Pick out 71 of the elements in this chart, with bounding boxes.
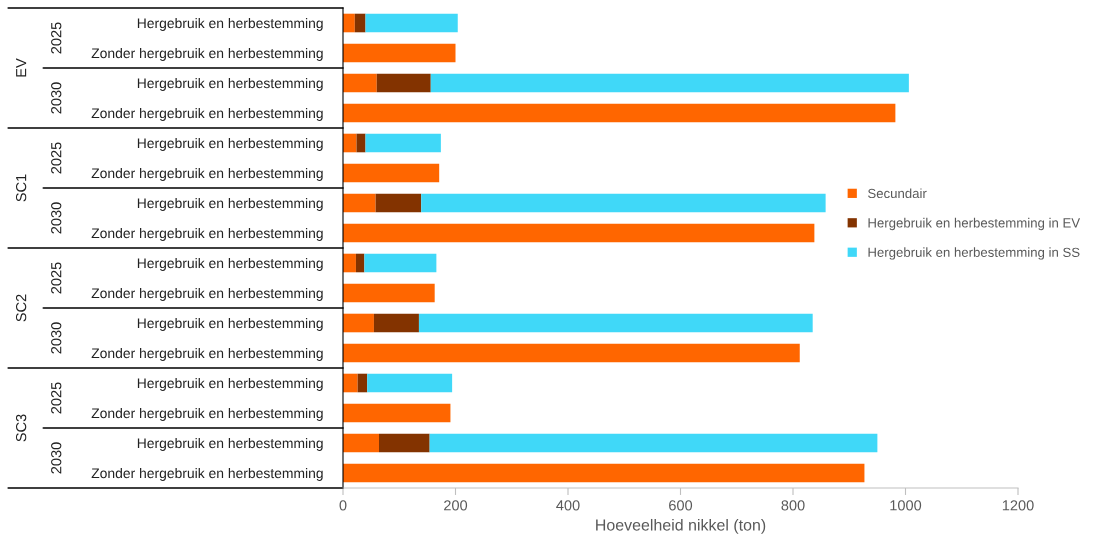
bar bbox=[343, 283, 435, 303]
y-tick-label: Hergebruik en herbestemming bbox=[137, 137, 323, 151]
bar bbox=[343, 373, 358, 393]
bar bbox=[343, 253, 356, 273]
legend-label: Hergebruik en herbestemming in EV bbox=[868, 217, 1081, 231]
bar bbox=[418, 313, 813, 333]
bar bbox=[373, 313, 419, 333]
x-tick-label: 1000 bbox=[890, 500, 922, 511]
bar bbox=[343, 433, 379, 453]
bar bbox=[343, 343, 800, 363]
bar bbox=[356, 133, 366, 153]
y-tick-label: Zonder hergebruik en herbestemming bbox=[91, 47, 323, 61]
bar bbox=[430, 73, 909, 93]
bar bbox=[343, 223, 815, 243]
bar bbox=[343, 313, 374, 333]
text: 2030 bbox=[51, 442, 62, 474]
bar bbox=[376, 73, 431, 93]
bar bbox=[429, 433, 878, 453]
bar bbox=[379, 433, 430, 453]
text: 2025 bbox=[51, 22, 62, 54]
y-tick-label: Zonder hergebruik en herbestemming bbox=[91, 287, 323, 301]
bar bbox=[365, 13, 458, 33]
text: SC1 bbox=[15, 174, 27, 202]
text: 2030 bbox=[51, 322, 62, 354]
bar bbox=[343, 463, 865, 483]
bar bbox=[364, 253, 437, 273]
x-tick-label: 400 bbox=[556, 500, 580, 511]
x-tick-label: 0 bbox=[339, 500, 347, 511]
bar bbox=[354, 13, 366, 33]
bar bbox=[357, 373, 368, 393]
bar bbox=[343, 403, 451, 423]
y-tick-label: Zonder hergebruik en herbestemming bbox=[91, 227, 323, 241]
bar bbox=[355, 253, 365, 273]
text: 2025 bbox=[51, 142, 62, 174]
y-tick-label: Hergebruik en herbestemming bbox=[137, 77, 323, 91]
y-tick-label: Zonder hergebruik en herbestemming bbox=[91, 467, 323, 481]
bar bbox=[375, 193, 422, 213]
text: SC3 bbox=[15, 414, 27, 442]
y-tick-label: Zonder hergebruik en herbestemming bbox=[91, 167, 323, 181]
bar bbox=[343, 43, 456, 63]
x-tick-label: 1200 bbox=[1002, 500, 1034, 511]
y-tick-label: Zonder hergebruik en herbestemming bbox=[91, 347, 323, 361]
x-axis-title: Hoeveelheid nikkel (ton) bbox=[596, 518, 766, 534]
y-tick-label: Hergebruik en herbestemming bbox=[137, 197, 323, 211]
bar bbox=[343, 163, 440, 183]
y-tick-label: Hergebruik en herbestemming bbox=[137, 377, 323, 391]
x-tick-label: 800 bbox=[781, 500, 805, 511]
y-tick-label: Zonder hergebruik en herbestemming bbox=[91, 407, 323, 421]
y-tick-label: Hergebruik en herbestemming bbox=[137, 257, 323, 271]
text: 2025 bbox=[51, 382, 62, 414]
text: 2025 bbox=[51, 262, 62, 294]
y-tick-label: Zonder hergebruik en herbestemming bbox=[91, 107, 323, 121]
text: SC2 bbox=[15, 294, 27, 322]
x-tick-label: 600 bbox=[669, 500, 693, 511]
text: EV bbox=[16, 58, 27, 77]
y-tick-label: Hergebruik en herbestemming bbox=[137, 17, 323, 31]
bar bbox=[343, 193, 376, 213]
text: 2030 bbox=[51, 82, 62, 114]
bar bbox=[365, 133, 441, 153]
bar bbox=[343, 103, 896, 123]
bar bbox=[343, 13, 355, 33]
legend-label: Secundair bbox=[868, 188, 927, 199]
legend-label: Hergebruik en herbestemming in SS bbox=[868, 247, 1080, 260]
bar bbox=[367, 373, 453, 393]
bar bbox=[343, 73, 377, 93]
y-tick-label: Hergebruik en herbestemming bbox=[137, 317, 323, 331]
text: 2030 bbox=[51, 202, 62, 234]
bar bbox=[343, 133, 357, 153]
x-tick-label: 200 bbox=[444, 500, 468, 511]
bar bbox=[421, 193, 826, 213]
y-tick-label: Hergebruik en herbestemming bbox=[137, 437, 323, 451]
